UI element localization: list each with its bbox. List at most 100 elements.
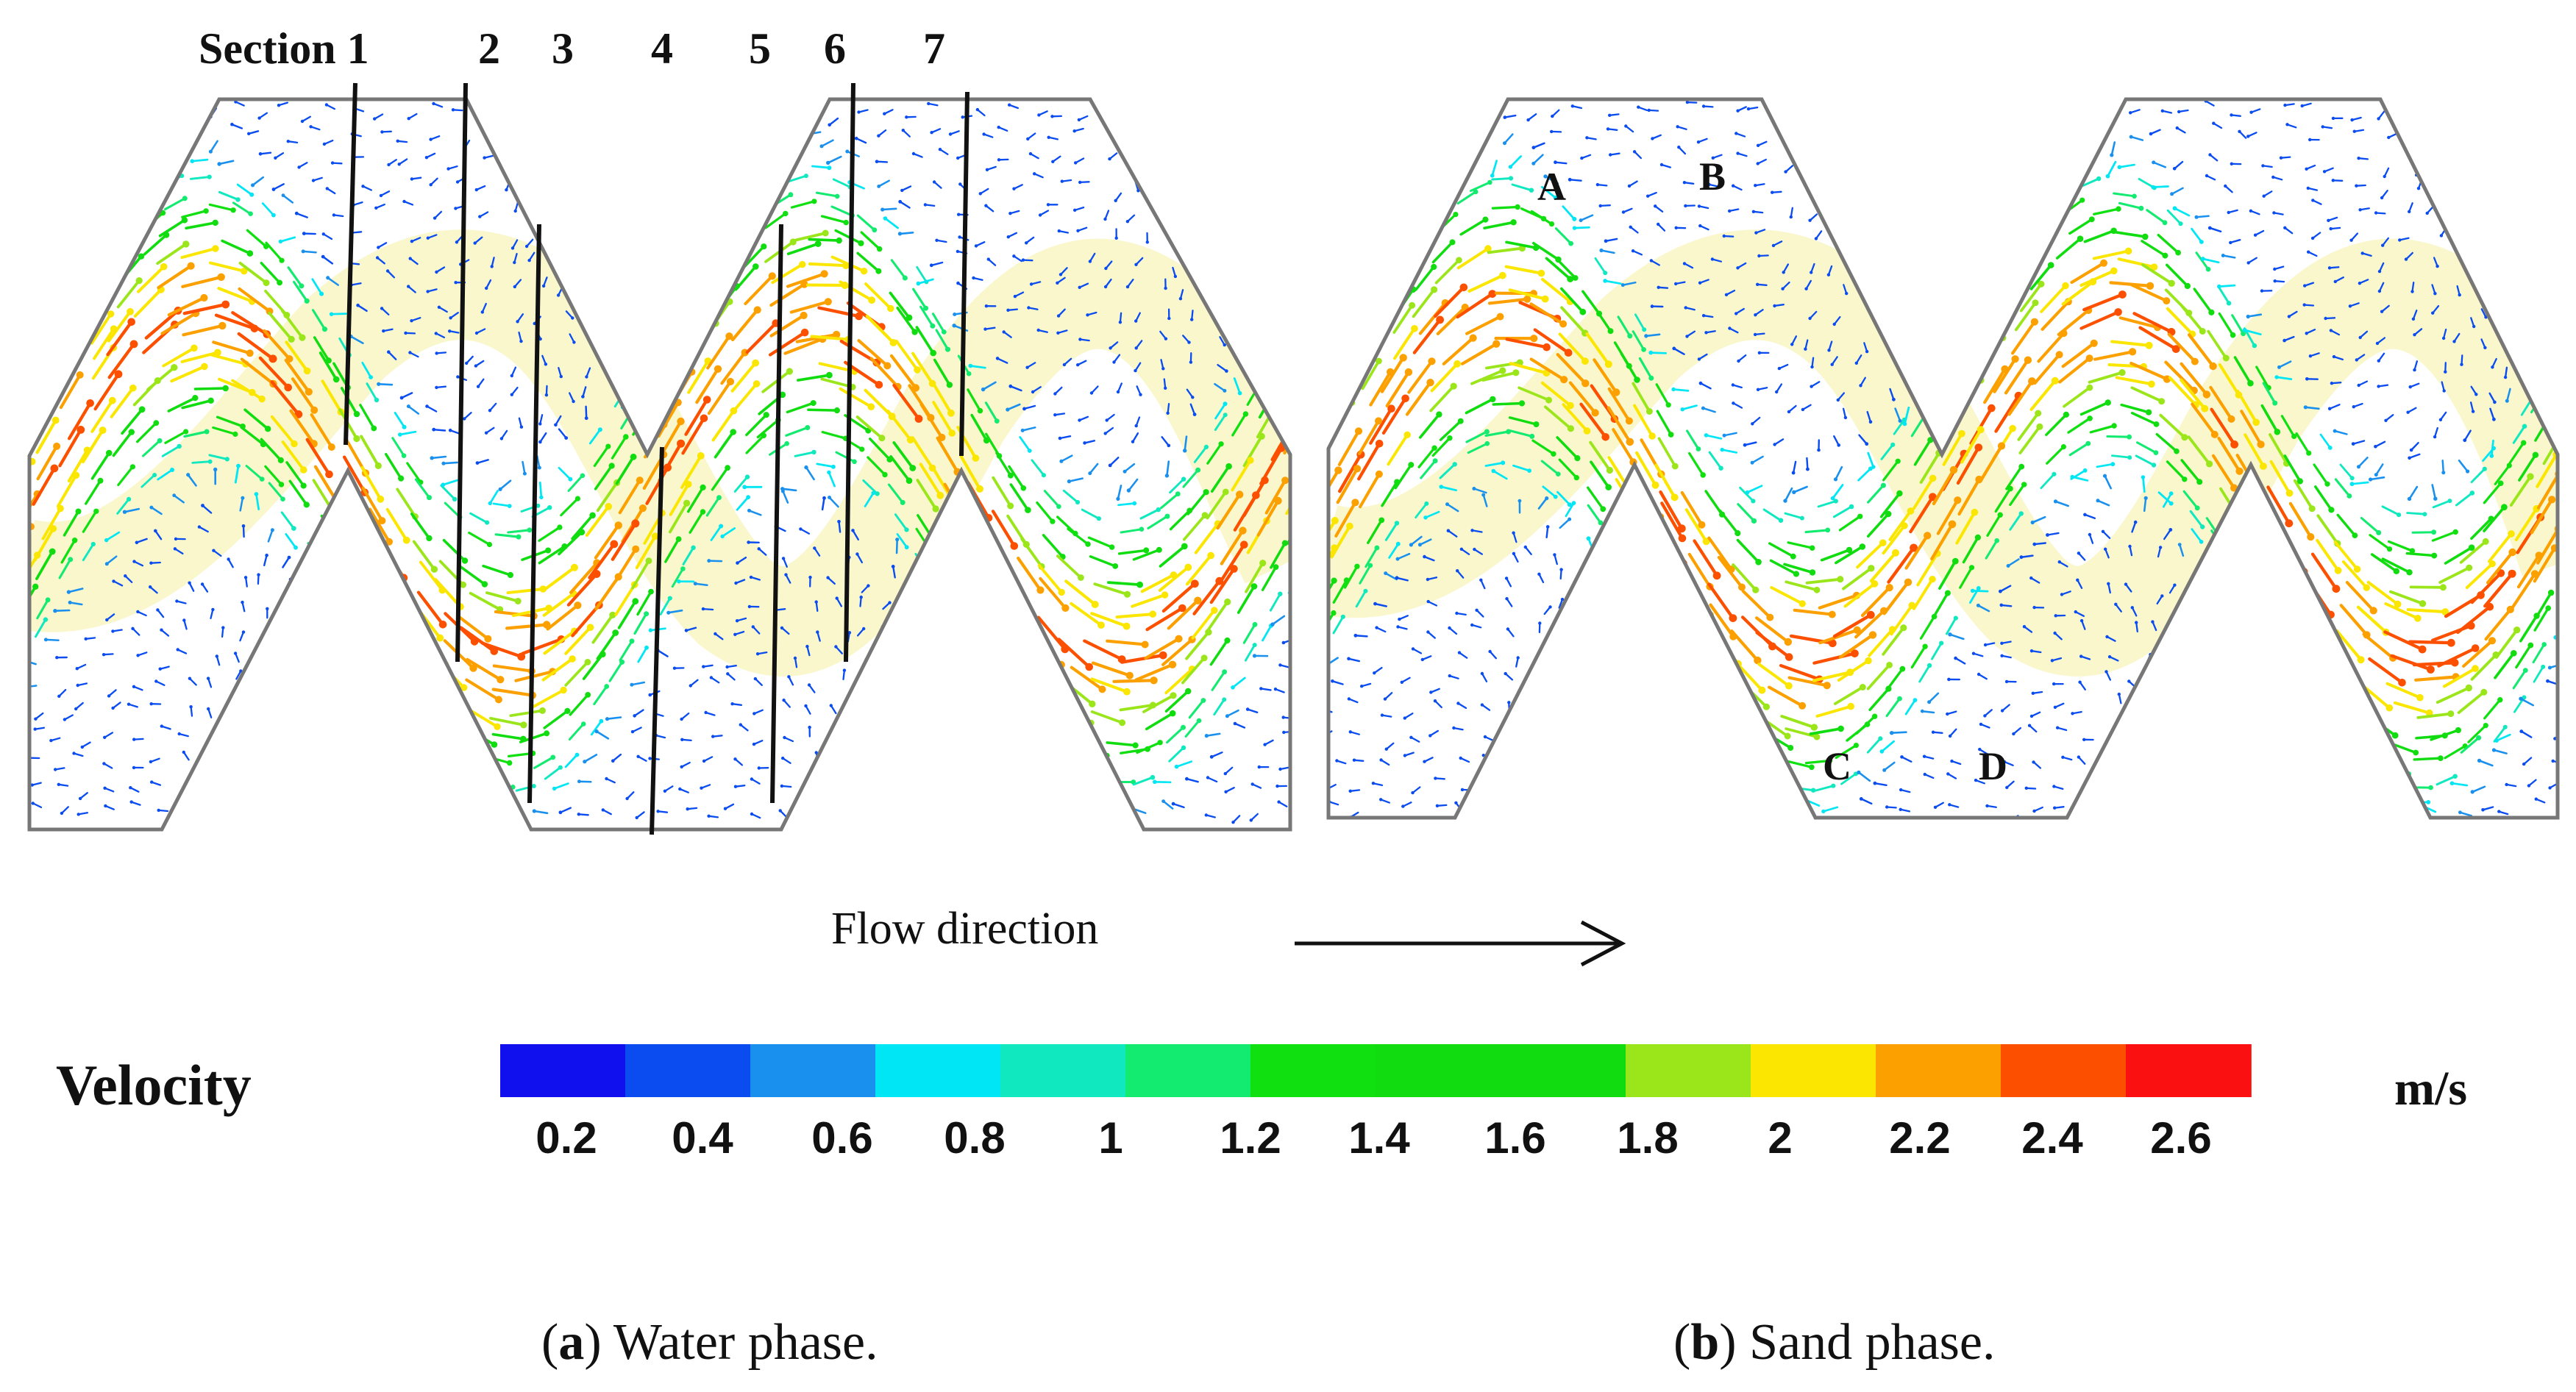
velocity-vector-head [780, 784, 784, 788]
velocity-vector [1011, 778, 1022, 787]
velocity-vector-head [1262, 142, 1266, 146]
velocity-vector-head [1783, 499, 1787, 503]
velocity-vector [1555, 257, 1577, 279]
velocity-vector-head [154, 199, 159, 205]
velocity-vector-head [1647, 108, 1651, 113]
velocity-vector-head [684, 629, 689, 632]
velocity-vector [414, 478, 431, 499]
velocity-vector [212, 426, 237, 436]
velocity-vector [608, 127, 616, 137]
velocity-vector-head [254, 492, 259, 496]
velocity-vector-head [867, 403, 875, 410]
velocity-vector-head [156, 608, 160, 612]
velocity-vector-head [1161, 799, 1165, 803]
velocity-vector [1556, 353, 1587, 385]
velocity-vector-head [693, 582, 697, 586]
velocity-vector [1064, 579, 1097, 607]
velocity-vector-head [700, 509, 706, 515]
velocity-vector-head [513, 209, 517, 213]
velocity-vector-head [1547, 799, 1551, 803]
velocity-vector [659, 597, 672, 615]
velocity-vector-head [316, 618, 321, 621]
velocity-vector-head [2000, 709, 2004, 713]
velocity-vector [1328, 468, 1340, 506]
velocity-vector-head [1948, 632, 1952, 637]
velocity-vector-head [307, 593, 312, 597]
velocity-vector [1147, 515, 1169, 529]
velocity-vector-head [574, 752, 580, 757]
velocity-vector [357, 731, 363, 742]
velocity-vector-head [914, 415, 923, 423]
velocity-vector-head [1277, 444, 1286, 452]
velocity-vector [414, 685, 434, 711]
velocity-vector-head [1590, 772, 1594, 776]
velocity-vector-head [564, 707, 571, 715]
velocity-vector [1939, 129, 1943, 140]
velocity-vector-head [1697, 204, 1701, 208]
velocity-vector [1313, 248, 1323, 263]
velocity-vector-head [1550, 129, 1554, 134]
velocity-vector-head [783, 735, 786, 740]
velocity-vector-head [1275, 274, 1279, 278]
velocity-vector [1874, 782, 1887, 787]
velocity-vector-head [1423, 515, 1428, 520]
velocity-vector-head [1743, 443, 1747, 447]
velocity-vector-head [507, 504, 512, 508]
velocity-vector [630, 681, 646, 686]
velocity-vector-head [154, 679, 158, 683]
velocity-vector [1161, 582, 1197, 613]
velocity-vector-head [1833, 499, 1838, 504]
velocity-vector [1145, 712, 1174, 731]
velocity-vector [1568, 179, 1582, 182]
velocity-vector-head [1684, 306, 1687, 310]
velocity-vector-head [1426, 577, 1430, 582]
velocity-vector [1708, 451, 1723, 470]
velocity-vector-head [227, 557, 230, 561]
velocity-vector [1882, 626, 1905, 656]
velocity-vector-head [2053, 499, 2058, 504]
velocity-vector [18, 165, 24, 173]
velocity-vector-head [1340, 614, 1345, 619]
velocity-vector [357, 304, 368, 312]
velocity-vector [1395, 132, 1399, 143]
velocity-vector [189, 176, 211, 180]
velocity-vector [1006, 403, 1021, 411]
velocity-vector-head [1299, 739, 1302, 742]
velocity-vector-head [702, 759, 706, 763]
velocity-vector-head [1682, 262, 1687, 265]
velocity-vector [167, 396, 197, 413]
velocity-vector [1216, 493, 1242, 530]
velocity-vector-head [1817, 448, 1821, 452]
velocity-vector-head [1457, 418, 1464, 424]
velocity-vector [996, 357, 1008, 364]
velocity-vector [1090, 612, 1128, 628]
velocity-vector [1780, 715, 1816, 729]
velocity-vector [1912, 113, 1921, 123]
velocity-vector [1439, 463, 1456, 479]
velocity-vector-head [212, 549, 216, 552]
velocity-vector [1214, 182, 1219, 193]
velocity-vector-head [672, 666, 677, 670]
velocity-vector-head [32, 583, 39, 590]
velocity-vector-head [780, 489, 785, 493]
velocity-vector-head [964, 625, 969, 630]
velocity-vector-head [831, 464, 836, 469]
velocity-vector-head [1835, 113, 1839, 117]
velocity-vector [507, 529, 531, 534]
velocity-vector [385, 627, 405, 657]
velocity-vector-head [1181, 171, 1184, 175]
velocity-vector-head [488, 409, 492, 413]
velocity-vector-head [121, 217, 127, 222]
velocity-vector-head [923, 203, 928, 207]
velocity-vector-head [437, 305, 441, 309]
velocity-vector [67, 401, 92, 440]
velocity-vector-head [1185, 688, 1192, 695]
velocity-vector [2010, 166, 2015, 178]
velocity-vector [281, 795, 289, 804]
velocity-vector [2063, 386, 2091, 408]
velocity-vector [981, 554, 1003, 589]
velocity-vector [1685, 782, 1689, 793]
velocity-vector-head [1983, 643, 1988, 647]
velocity-vector-head [1512, 552, 1516, 555]
velocity-vector [456, 614, 490, 640]
